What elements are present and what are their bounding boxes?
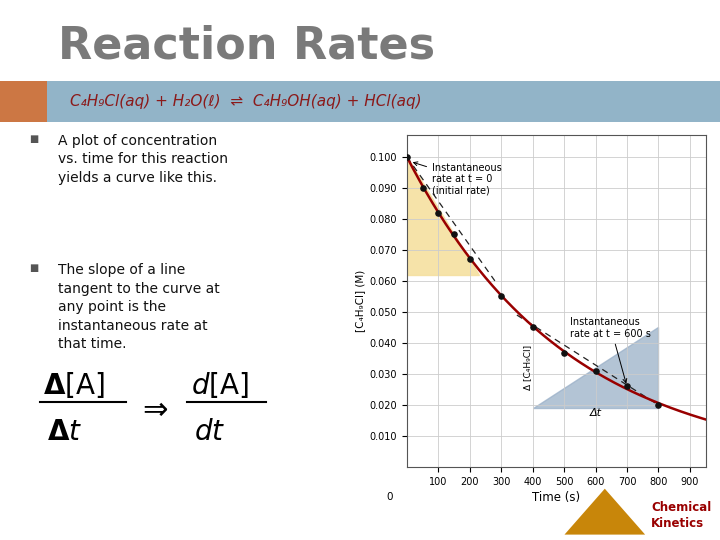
Text: $\mathbf{\Delta}$$\it{t}$: $\mathbf{\Delta}$$\it{t}$ [47,418,82,447]
Point [464,255,475,264]
Text: $\Rightarrow$: $\Rightarrow$ [137,395,168,424]
Text: C₄H₉Cl(aq) + H₂O(ℓ)  ⇌  C₄H₉OH(aq) + HCl(aq): C₄H₉Cl(aq) + H₂O(ℓ) ⇌ C₄H₉OH(aq) + HCl(a… [71,94,422,109]
Y-axis label: [C₄H₉Cl] (M): [C₄H₉Cl] (M) [355,270,365,332]
Polygon shape [533,327,658,408]
Text: Instantaneous
rate at t = 600 s: Instantaneous rate at t = 600 s [570,317,651,383]
Text: Δ [C₄H₉Cl]: Δ [C₄H₉Cl] [523,345,532,390]
Point [417,184,428,192]
Text: Chemical: Chemical [651,501,711,514]
Point [590,367,601,375]
Text: Kinetics: Kinetics [651,517,704,530]
Point [433,208,444,217]
Text: ■: ■ [29,264,38,273]
Polygon shape [564,489,645,535]
Text: $\mathbf{\Delta}$[A]: $\mathbf{\Delta}$[A] [43,369,105,400]
Text: 0: 0 [386,492,392,502]
X-axis label: Time (s): Time (s) [532,491,580,504]
Text: A plot of concentration
vs. time for this reaction
yields a curve like this.: A plot of concentration vs. time for thi… [58,134,228,185]
Point [449,230,460,239]
Point [527,323,539,332]
Text: Reaction Rates: Reaction Rates [58,24,435,68]
Point [652,401,664,409]
Point [495,292,507,301]
Text: $\it{dt}$: $\it{dt}$ [194,418,226,447]
Point [401,152,413,161]
Text: ■: ■ [29,134,38,144]
Point [558,348,570,357]
Bar [0,81,47,122]
Text: $\it{d}$[A]: $\it{d}$[A] [191,369,248,400]
Polygon shape [407,157,479,275]
Point [621,382,633,391]
Text: The slope of a line
tangent to the curve at
any point is the
instantaneous rate : The slope of a line tangent to the curve… [58,264,220,351]
Text: Δt: Δt [590,408,601,418]
Text: Instantaneous
rate at t = 0
(initial rate): Instantaneous rate at t = 0 (initial rat… [413,162,502,196]
